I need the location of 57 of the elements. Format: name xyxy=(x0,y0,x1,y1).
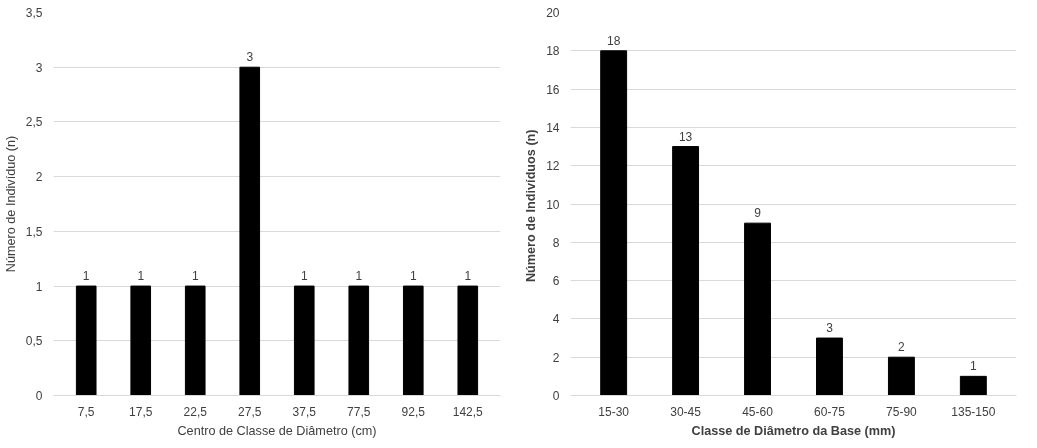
x-tick-label: 37,5 xyxy=(292,404,317,419)
data-label: 1 xyxy=(191,269,199,284)
y-axis-title: Número de Indivíduo (n) xyxy=(3,135,18,273)
y-tick-label: 3,5 xyxy=(25,6,43,20)
bar xyxy=(600,50,628,396)
data-label: 3 xyxy=(246,50,254,65)
data-label: 9 xyxy=(754,206,762,221)
data-label: 1 xyxy=(970,359,977,374)
x-tick-label: 17,5 xyxy=(129,404,153,419)
data-label: 1 xyxy=(355,269,363,284)
x-tick-label: 30-45 xyxy=(670,404,702,419)
x-tick-label: 77,5 xyxy=(347,404,371,419)
x-axis-title: Centro de Classe de Diâmetro (cm) xyxy=(177,423,377,438)
data-label: 1 xyxy=(82,269,90,284)
y-tick-label: 2 xyxy=(35,170,43,185)
y-tick-label: 2 xyxy=(552,350,560,365)
bar xyxy=(959,375,987,396)
x-tick-label: 7,5 xyxy=(77,404,95,419)
data-label: 13 xyxy=(678,129,693,144)
x-tick-label: 22,5 xyxy=(183,404,208,419)
y-tick-label: 0 xyxy=(35,389,43,403)
y-axis-title: Número de Indivíduos (n) xyxy=(524,129,539,283)
data-label: 1 xyxy=(137,269,145,284)
y-tick-label: 18 xyxy=(546,44,560,59)
x-tick-label: 60-75 xyxy=(814,404,846,419)
data-label: 1 xyxy=(409,269,417,284)
data-label: 3 xyxy=(826,321,834,336)
data-label: 1 xyxy=(300,269,308,284)
bar xyxy=(887,356,915,396)
y-tick-label: 4 xyxy=(552,312,560,327)
y-tick-label: 1,5 xyxy=(25,224,43,239)
bar xyxy=(816,337,843,396)
x-tick-label: 142,5 xyxy=(452,404,484,419)
x-axis-title: Classe de Diâmetro da Base (mm) xyxy=(691,423,896,438)
y-tick-label: 12 xyxy=(546,159,560,174)
data-label: 1 xyxy=(464,269,472,284)
y-tick-label: 14 xyxy=(546,120,560,135)
y-tick-label: 1 xyxy=(35,279,43,294)
x-tick-label: 15-30 xyxy=(598,404,630,419)
x-tick-label: 45-60 xyxy=(742,404,774,419)
x-tick-label: 27,5 xyxy=(238,404,262,419)
x-tick-label: 92,5 xyxy=(401,404,426,419)
y-tick-label: 20 xyxy=(546,6,560,20)
y-tick-label: 0,5 xyxy=(25,334,43,349)
y-tick-label: 3 xyxy=(35,60,43,75)
y-tick-label: 10 xyxy=(546,197,560,212)
y-tick-label: 6 xyxy=(552,274,560,289)
x-tick-label: 135-150 xyxy=(951,404,996,419)
bar xyxy=(744,222,771,396)
bar xyxy=(672,146,700,396)
y-tick-label: 8 xyxy=(552,235,560,250)
x-tick-label: 75-90 xyxy=(886,404,918,419)
y-tick-label: 16 xyxy=(546,82,560,97)
y-tick-label: 0 xyxy=(552,389,560,403)
y-tick-label: 2,5 xyxy=(25,115,43,130)
data-label: 2 xyxy=(898,340,906,355)
data-label: 18 xyxy=(606,33,621,48)
